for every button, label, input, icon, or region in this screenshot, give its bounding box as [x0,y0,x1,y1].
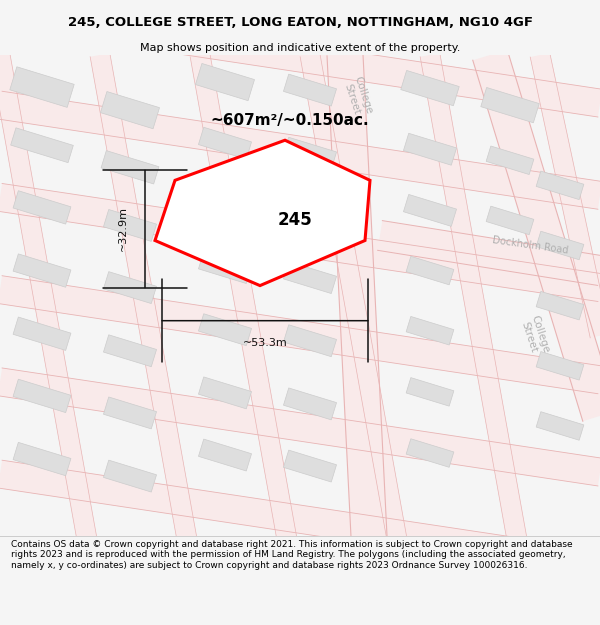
Bar [199,189,251,221]
Bar [536,412,584,440]
Bar [199,439,251,471]
Polygon shape [0,91,600,209]
Bar [283,388,337,420]
Polygon shape [377,221,600,286]
Bar [10,67,74,108]
Bar [199,377,251,409]
Bar [406,378,454,406]
Bar [406,439,454,468]
Bar [403,194,457,226]
Bar [486,146,534,174]
Bar [103,397,157,429]
Text: Dockholm Road: Dockholm Road [491,235,569,256]
Text: College
Street: College Street [518,314,551,358]
Bar [536,231,584,260]
Bar [103,335,157,367]
Polygon shape [327,54,388,558]
Bar [283,325,337,357]
Bar [199,127,251,159]
Bar [13,379,71,412]
Bar [13,254,71,288]
Bar [103,460,157,492]
Bar [283,74,337,106]
Text: Contains OS data © Crown copyright and database right 2021. This information is : Contains OS data © Crown copyright and d… [11,540,572,569]
Bar [481,88,539,122]
Polygon shape [0,460,600,578]
Text: ~53.3m: ~53.3m [242,338,287,348]
Bar [11,127,73,162]
Bar [536,351,584,380]
Bar [199,314,251,346]
Bar [536,171,584,199]
Polygon shape [190,53,300,558]
Text: College
Street: College Street [341,75,374,119]
Bar [13,191,71,224]
Bar [283,262,337,294]
Bar [101,151,159,184]
Bar [406,316,454,345]
Bar [103,209,157,241]
Bar [486,206,534,235]
Text: 245, COLLEGE STREET, LONG EATON, NOTTINGHAM, NG10 4GF: 245, COLLEGE STREET, LONG EATON, NOTTING… [67,16,533,29]
Bar [401,71,459,106]
Bar [196,64,254,101]
Text: Map shows position and indicative extent of the property.: Map shows position and indicative extent… [140,43,460,53]
Bar [283,450,337,482]
Polygon shape [0,276,600,394]
Bar [199,252,251,284]
Polygon shape [155,140,370,286]
Bar [13,442,71,476]
Text: ~32.9m: ~32.9m [118,206,128,251]
Polygon shape [0,368,600,486]
Bar [536,291,584,320]
Polygon shape [473,50,600,421]
Bar [406,256,454,285]
Text: 245: 245 [278,211,313,229]
Polygon shape [0,184,600,301]
Text: ~607m²/~0.150ac.: ~607m²/~0.150ac. [211,112,370,128]
Polygon shape [420,53,530,558]
Polygon shape [0,0,600,117]
Bar [103,272,157,304]
Polygon shape [530,53,600,338]
Polygon shape [90,53,200,558]
Bar [283,138,337,169]
Bar [283,199,337,231]
Bar [403,133,457,165]
Bar [100,91,160,129]
Polygon shape [300,53,410,558]
Polygon shape [0,53,100,558]
Bar [13,317,71,351]
